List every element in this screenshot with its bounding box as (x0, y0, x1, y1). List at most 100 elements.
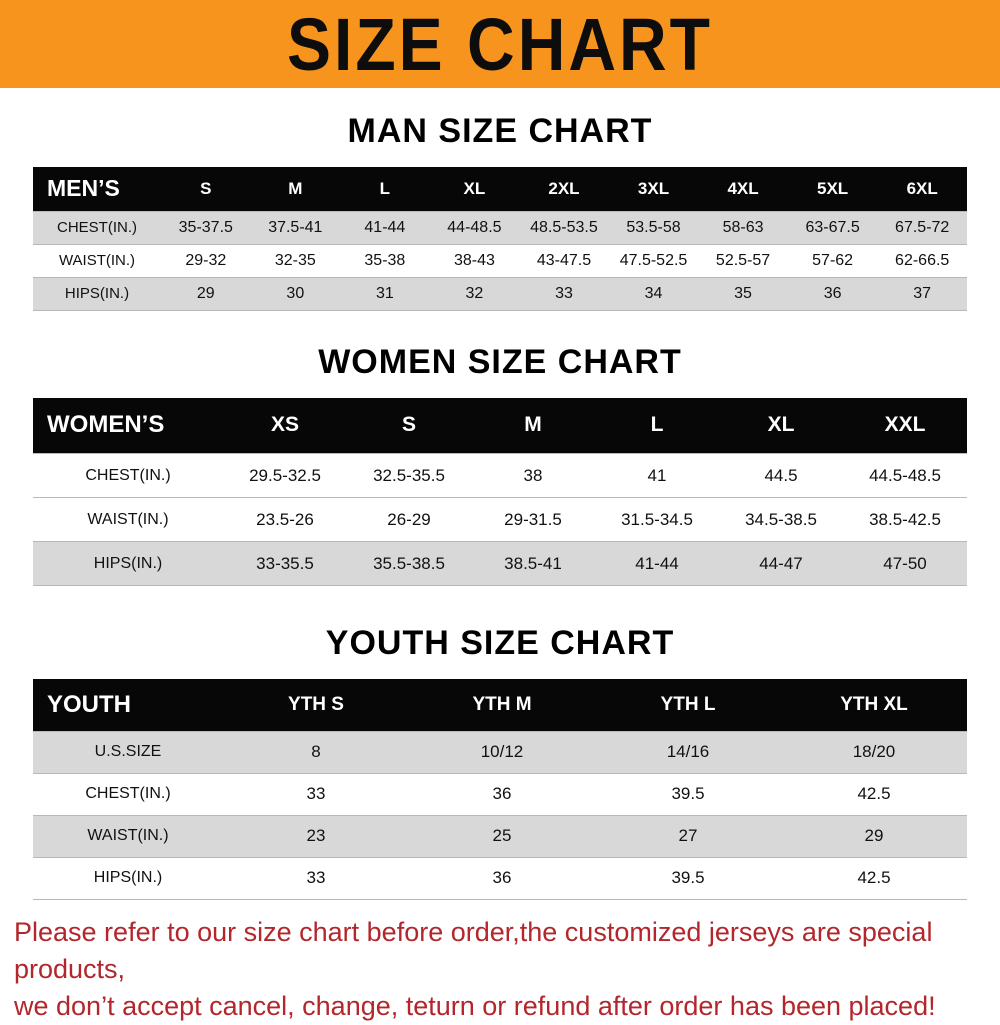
size-value-cell: 29 (781, 814, 967, 857)
size-value-cell: 32.5-35.5 (347, 453, 471, 498)
size-value-cell: 42.5 (781, 772, 967, 815)
size-value-cell: 53.5-58 (608, 210, 699, 244)
size-value-cell: 8 (223, 730, 409, 773)
table-row: U.S.SIZE 8 10/12 14/16 18/20 (33, 730, 967, 773)
size-value-cell: 41 (595, 453, 719, 498)
youth-size-table: YOUTH YTH S YTH M YTH L YTH XL U.S.SIZE 8 10/12… (33, 679, 967, 900)
measurement-label: CHEST(IN.) (33, 772, 223, 815)
size-column-header: 4XL (698, 167, 788, 211)
measurement-label: U.S.SIZE (33, 730, 223, 773)
size-value-cell: 36 (787, 276, 878, 311)
size-value-cell: 41-44 (595, 541, 719, 586)
size-value-cell: 29-31.5 (471, 497, 595, 542)
size-value-cell: 62-66.5 (877, 243, 967, 277)
size-value-cell: 57-62 (787, 243, 878, 277)
size-value-cell: 38 (471, 453, 595, 498)
table-row: HIPS(IN.) 29 30 31 32 33 34 35 36 37 (33, 276, 967, 311)
size-column-header: YTH L (595, 679, 781, 731)
table-row: WAIST(IN.) 23 25 27 29 (33, 814, 967, 857)
table-row: WAIST(IN.) 23.5-26 26-29 29-31.5 31.5-34.5 34… (33, 497, 967, 542)
size-value-cell: 39.5 (595, 772, 781, 815)
size-column-header: L (340, 167, 430, 211)
size-column-header: XL (429, 167, 520, 211)
size-value-cell: 42.5 (781, 856, 967, 900)
size-value-cell: 36 (409, 856, 595, 900)
table-header-row: MEN’S S M L XL 2XL 3XL 4XL 5XL 6XL (33, 167, 967, 211)
size-column-header: XXL (843, 397, 967, 454)
size-column-header: M (250, 167, 341, 211)
man-size-chart-heading: MAN SIZE CHART (347, 112, 653, 150)
size-value-cell: 29 (161, 276, 251, 311)
size-value-cell: 44.5 (719, 453, 843, 498)
table-header-row: YOUTH YTH S YTH M YTH L YTH XL (33, 679, 967, 731)
table-row: CHEST(IN.) 33 36 39.5 42.5 (33, 772, 967, 815)
size-value-cell: 31 (340, 276, 430, 311)
women-size-chart-heading: WOMEN SIZE CHART (318, 342, 682, 381)
size-value-cell: 34 (608, 276, 699, 311)
size-value-cell: 35 (698, 276, 788, 311)
table-group-label: YOUTH (33, 679, 223, 731)
size-value-cell: 41-44 (340, 210, 430, 244)
measurement-label: CHEST(IN.) (33, 453, 223, 498)
size-value-cell: 33-35.5 (223, 541, 347, 586)
size-value-cell: 36 (409, 772, 595, 815)
size-column-header: XS (223, 397, 347, 454)
table-header-row: WOMEN’S XS S M L XL XXL (33, 397, 967, 454)
size-value-cell: 14/16 (595, 730, 781, 773)
measurement-label: WAIST(IN.) (33, 814, 223, 857)
measurement-label: HIPS(IN.) (33, 276, 161, 311)
size-value-cell: 44-48.5 (429, 210, 520, 244)
size-value-cell: 27 (595, 814, 781, 857)
size-value-cell: 37 (877, 276, 967, 311)
size-column-header: 2XL (519, 167, 609, 211)
youth-size-chart-heading: YOUTH SIZE CHART (325, 624, 675, 662)
size-column-header: 5XL (787, 167, 878, 211)
size-value-cell: 23.5-26 (223, 497, 347, 542)
size-column-header: L (595, 397, 719, 454)
size-value-cell: 38-43 (429, 243, 520, 277)
size-column-header: YTH S (223, 679, 409, 731)
size-value-cell: 37.5-41 (250, 210, 341, 244)
table-row: CHEST(IN.) 29.5-32.5 32.5-35.5 38 41 44.5 44.5… (33, 453, 967, 498)
size-value-cell: 35-38 (340, 243, 430, 277)
measurement-label: HIPS(IN.) (33, 541, 223, 586)
size-value-cell: 52.5-57 (698, 243, 788, 277)
size-column-header: M (471, 397, 595, 454)
women-size-table: WOMEN’S XS S M L XL XXL CHEST(IN.) 29.5-32.5 32.5… (33, 397, 967, 586)
table-group-label: WOMEN’S (33, 397, 223, 454)
table-row: WAIST(IN.) 29-32 32-35 35-38 38-43 43-47.5 47.… (33, 243, 967, 277)
size-column-header: YTH M (409, 679, 595, 731)
size-value-cell: 58-63 (698, 210, 788, 244)
size-value-cell: 33 (519, 276, 609, 311)
size-value-cell: 39.5 (595, 856, 781, 900)
size-value-cell: 26-29 (347, 497, 471, 542)
table-row: HIPS(IN.) 33-35.5 35.5-38.5 38.5-41 41-44 44-… (33, 541, 967, 586)
size-column-header: S (347, 397, 471, 454)
footer-disclaimer-line1: Please refer to our size chart before or… (14, 916, 933, 984)
table-row: CHEST(IN.) 35-37.5 37.5-41 41-44 44-48.5 48.5… (33, 210, 967, 244)
size-value-cell: 23 (223, 814, 409, 857)
size-value-cell: 29.5-32.5 (223, 453, 347, 498)
size-chart-banner: SIZE CHART (0, 0, 1000, 88)
size-value-cell: 67.5-72 (877, 210, 967, 244)
size-value-cell: 33 (223, 856, 409, 900)
size-value-cell: 35.5-38.5 (347, 541, 471, 586)
measurement-label: WAIST(IN.) (33, 243, 161, 277)
size-value-cell: 38.5-41 (471, 541, 595, 586)
footer-disclaimer-line2: we don’t accept cancel, change, teturn o… (14, 990, 936, 1021)
size-column-header: YTH XL (781, 679, 967, 731)
size-value-cell: 34.5-38.5 (719, 497, 843, 542)
size-value-cell: 47.5-52.5 (608, 243, 699, 277)
size-value-cell: 25 (409, 814, 595, 857)
men-size-table: MEN’S S M L XL 2XL 3XL 4XL 5XL 6XL CHEST(IN.) 35-37… (33, 167, 967, 311)
size-value-cell: 18/20 (781, 730, 967, 773)
size-value-cell: 10/12 (409, 730, 595, 773)
banner-title: SIZE CHART (287, 2, 713, 86)
size-value-cell: 31.5-34.5 (595, 497, 719, 542)
size-value-cell: 29-32 (161, 243, 251, 277)
size-column-header: XL (719, 397, 843, 454)
size-value-cell: 32-35 (250, 243, 341, 277)
size-value-cell: 44-47 (719, 541, 843, 586)
size-column-header: 6XL (877, 167, 967, 211)
size-column-header: S (161, 167, 251, 211)
